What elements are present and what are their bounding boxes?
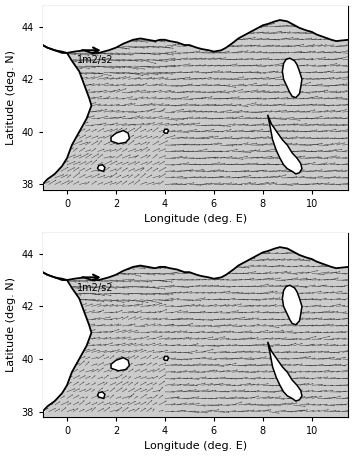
- Text: 1m2/s2: 1m2/s2: [77, 55, 113, 65]
- Polygon shape: [268, 342, 302, 401]
- Polygon shape: [268, 115, 302, 174]
- Polygon shape: [282, 58, 302, 98]
- Polygon shape: [42, 20, 348, 190]
- Polygon shape: [98, 165, 105, 171]
- Polygon shape: [111, 131, 130, 143]
- Y-axis label: Latitude (deg. N): Latitude (deg. N): [6, 50, 16, 145]
- Polygon shape: [42, 5, 348, 53]
- Polygon shape: [164, 129, 169, 133]
- Polygon shape: [42, 45, 91, 190]
- Polygon shape: [164, 356, 169, 360]
- Polygon shape: [98, 392, 105, 399]
- Polygon shape: [111, 358, 130, 371]
- Polygon shape: [42, 272, 91, 417]
- X-axis label: Longitude (deg. E): Longitude (deg. E): [144, 441, 247, 452]
- Text: 1m2/s2: 1m2/s2: [77, 282, 113, 292]
- Polygon shape: [282, 285, 302, 325]
- Y-axis label: Latitude (deg. N): Latitude (deg. N): [6, 277, 16, 372]
- Polygon shape: [42, 233, 348, 280]
- X-axis label: Longitude (deg. E): Longitude (deg. E): [144, 214, 247, 224]
- Polygon shape: [42, 247, 348, 417]
